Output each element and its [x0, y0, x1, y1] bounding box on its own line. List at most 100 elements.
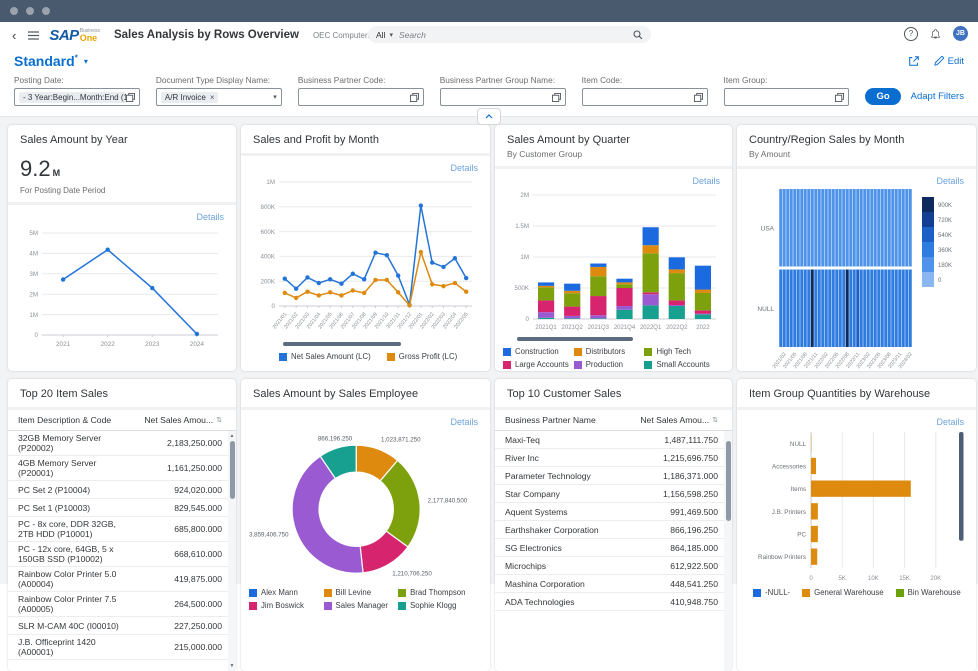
- token-remove-icon[interactable]: ×: [210, 93, 215, 102]
- svg-text:4M: 4M: [29, 251, 38, 258]
- search-scope-select[interactable]: All: [376, 30, 385, 40]
- scroll-down-icon[interactable]: ▼: [228, 663, 236, 669]
- go-button[interactable]: Go: [865, 88, 900, 105]
- legend-swatch: [574, 348, 582, 356]
- menu-icon[interactable]: [28, 31, 39, 40]
- table-scrollbar[interactable]: ▲ ▼: [228, 431, 236, 671]
- details-link[interactable]: Details: [936, 417, 964, 427]
- details-link[interactable]: Details: [450, 417, 478, 427]
- user-avatar[interactable]: JB: [953, 26, 968, 41]
- collapse-header-button[interactable]: [477, 108, 501, 125]
- window-minimize-button[interactable]: [26, 7, 34, 15]
- details-link[interactable]: Details: [692, 176, 720, 186]
- svg-text:2021Q2: 2021Q2: [562, 325, 584, 331]
- business-partner-code-input[interactable]: [298, 88, 424, 106]
- value-help-icon[interactable]: [552, 93, 561, 102]
- adapt-filters-button[interactable]: Adapt Filters: [911, 91, 964, 102]
- chevron-down-icon[interactable]: ▾: [273, 93, 277, 101]
- table-scrollbar[interactable]: [724, 431, 732, 671]
- item-code-input[interactable]: [582, 88, 708, 106]
- posting-date-input[interactable]: - 3 Year:Begin...Month:End (1/1/2021...×: [14, 88, 140, 106]
- legend-item[interactable]: Brad Thompson: [398, 588, 473, 597]
- card-title: Item Group Quantities by Warehouse: [749, 388, 964, 400]
- table-row[interactable]: SLR M-CAM 40C (I00010)227,250.000: [8, 617, 236, 635]
- table-row[interactable]: Rainbow Color Printer 7.5 (A00005)264,50…: [8, 592, 236, 617]
- table-row[interactable]: PC Set 1 (P10003)829,545.000: [8, 499, 236, 517]
- filter-item-code: Item Code:: [582, 75, 708, 106]
- sort-icon[interactable]: ⇅: [216, 416, 222, 424]
- document-type-select[interactable]: A/R Invoice× ▾: [156, 88, 282, 106]
- legend-item[interactable]: High Tech: [644, 347, 715, 356]
- legend-item[interactable]: Construction: [503, 347, 574, 356]
- legend-item[interactable]: Distributors: [574, 347, 645, 356]
- legend-item[interactable]: Alex Mann: [249, 588, 324, 597]
- sort-icon[interactable]: ⇅: [712, 416, 718, 424]
- table-row[interactable]: J.B. Officeprint 1420 (A00001)215,000.00…: [8, 635, 236, 660]
- variant-selector[interactable]: Standard*: [14, 53, 78, 69]
- svg-text:720K: 720K: [938, 218, 952, 224]
- window-close-button[interactable]: [10, 7, 18, 15]
- search-input[interactable]: All ▾ Search: [368, 26, 651, 43]
- legend-item[interactable]: Net Sales Amount (LC): [279, 352, 371, 361]
- legend-item[interactable]: Large Accounts: [503, 360, 574, 369]
- share-icon[interactable]: [908, 55, 920, 67]
- legend-item[interactable]: Sophie Klogg: [398, 601, 473, 610]
- window-zoom-button[interactable]: [42, 7, 50, 15]
- value-help-icon[interactable]: [410, 93, 419, 102]
- value-help-icon[interactable]: [835, 93, 844, 102]
- table-row[interactable]: Rainbow Color Printer 5.0 (A00004)419,87…: [8, 567, 236, 592]
- legend-item[interactable]: -NULL-: [753, 588, 790, 597]
- details-link[interactable]: Details: [196, 212, 224, 222]
- value-help-icon[interactable]: [126, 93, 135, 102]
- legend-item[interactable]: Sales Manager: [324, 601, 399, 610]
- legend-item[interactable]: Bill Levine: [324, 588, 399, 597]
- value-help-icon[interactable]: [694, 93, 703, 102]
- chart-horizontal-scrollbar[interactable]: [283, 342, 401, 346]
- svg-text:360K: 360K: [938, 248, 952, 254]
- table-row[interactable]: PC - 12x core, 64GB, 5 x 150GB SSD (P100…: [8, 542, 236, 567]
- business-partner-group-input[interactable]: [440, 88, 566, 106]
- edit-button[interactable]: Edit: [934, 56, 964, 67]
- legend-item[interactable]: Small Accounts: [644, 360, 715, 369]
- legend-item[interactable]: General Warehouse: [802, 588, 884, 597]
- legend-item[interactable]: Bin Warehouse: [896, 588, 961, 597]
- table-row[interactable]: PC - 8x core, DDR 32GB, 2TB HDD (P10001)…: [8, 517, 236, 542]
- legend-item[interactable]: Gross Profit (LC): [387, 352, 457, 361]
- legend-item[interactable]: Production: [574, 360, 645, 369]
- item-group-input[interactable]: [724, 88, 850, 106]
- svg-text:900K: 900K: [938, 203, 952, 209]
- search-icon[interactable]: [633, 30, 643, 40]
- table-row[interactable]: 4GB Memory Server (P20001)1,161,250.000: [8, 456, 236, 481]
- back-icon[interactable]: ‹: [12, 29, 16, 42]
- svg-text:3,859,406.750: 3,859,406.750: [249, 532, 289, 539]
- table-row[interactable]: 32GB Memory Server (P20002)2,183,250.000: [8, 431, 236, 456]
- scroll-up-icon[interactable]: ▲: [228, 433, 236, 439]
- svg-text:180K: 180K: [938, 263, 952, 269]
- chart-horizontal-scrollbar[interactable]: [517, 337, 633, 341]
- notifications-bell-icon[interactable]: [930, 28, 941, 40]
- details-link[interactable]: Details: [450, 163, 478, 173]
- chevron-down-icon[interactable]: ▾: [84, 57, 88, 66]
- svg-text:J.B. Printers: J.B. Printers: [772, 509, 806, 516]
- legend-item[interactable]: Jim Boswick: [249, 601, 324, 610]
- help-icon[interactable]: ?: [904, 27, 918, 41]
- details-link[interactable]: Details: [936, 176, 964, 186]
- table-row[interactable]: PC Set 2 (P10004)924,020.000: [8, 481, 236, 499]
